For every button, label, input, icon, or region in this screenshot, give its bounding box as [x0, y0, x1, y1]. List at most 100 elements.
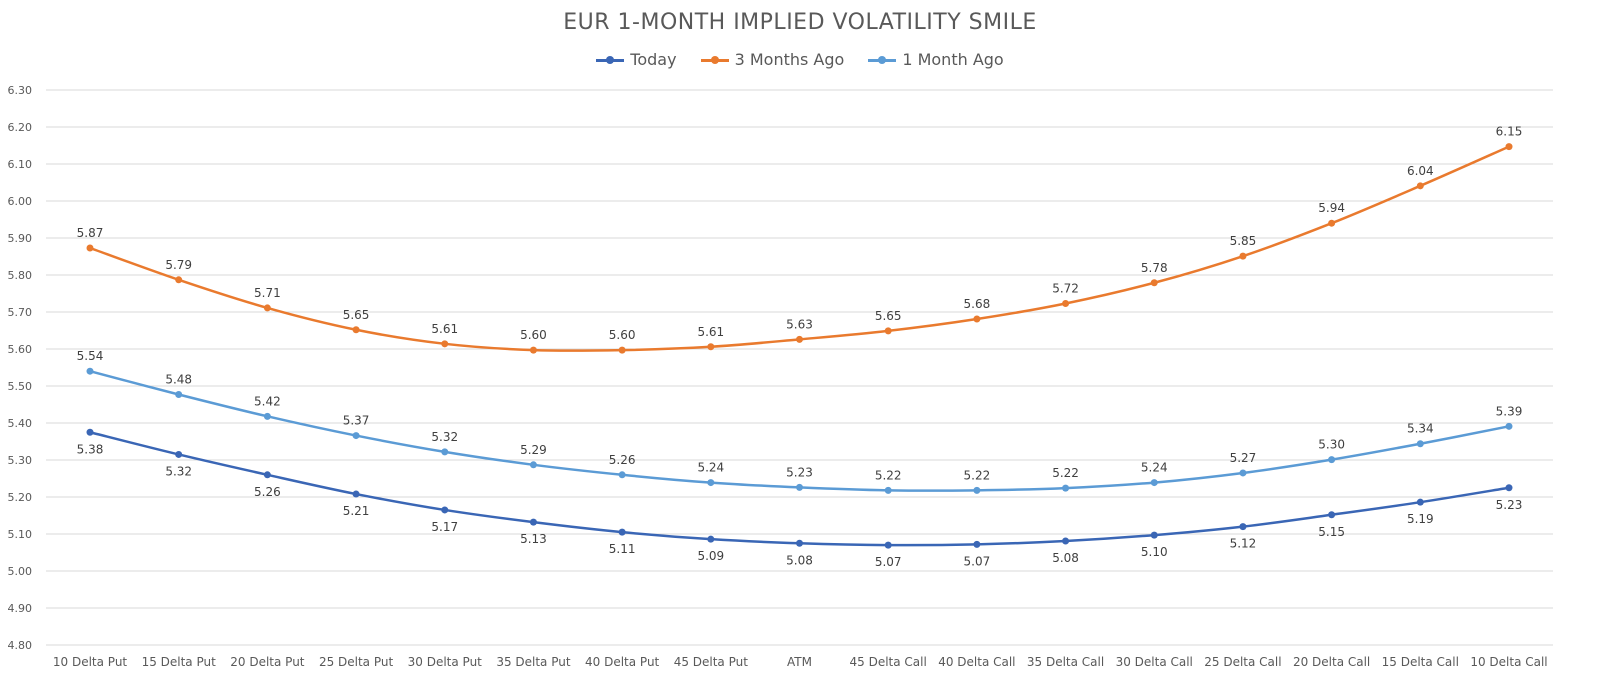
data-label: 5.17: [431, 520, 458, 534]
data-point: [175, 450, 183, 458]
y-tick-label: 5.50: [8, 380, 33, 393]
data-label: 5.21: [343, 504, 370, 518]
data-label: 5.22: [964, 468, 991, 482]
data-label: 5.37: [343, 414, 370, 428]
data-label: 5.24: [697, 461, 724, 475]
data-point: [86, 367, 94, 375]
legend-swatch-1-month-ago: [868, 54, 897, 66]
data-label: 5.23: [786, 465, 813, 479]
data-point: [1239, 469, 1247, 477]
data-point: [1062, 537, 1070, 545]
data-point: [884, 486, 892, 494]
data-point: [796, 539, 803, 547]
y-tick-label: 5.80: [8, 269, 33, 282]
series-today: 5.38 5.32 5.26 5.21 5.17 5.13 5.11 5.09 5.08 5.07…: [77, 428, 1523, 569]
y-tick-label: 4.80: [8, 639, 33, 652]
data-point: [352, 326, 360, 334]
data-point: [529, 346, 537, 354]
legend-label-today: Today: [630, 50, 677, 69]
data-point: [1505, 422, 1513, 430]
y-tick-label: 6.20: [8, 121, 33, 134]
x-tick-label: 35 Delta Put: [496, 655, 571, 669]
data-point: [1328, 219, 1336, 227]
data-label: 5.08: [1052, 551, 1079, 565]
data-label: 5.72: [1052, 281, 1079, 295]
data-point: [618, 471, 626, 479]
legend-swatch-3-months-ago: [700, 54, 729, 66]
y-tick-label: 5.70: [8, 306, 33, 319]
data-label: 5.23: [1496, 498, 1523, 512]
x-tick-label: ATM: [787, 655, 812, 669]
x-tick-label: 15 Delta Call: [1382, 655, 1459, 669]
data-point: [1150, 531, 1158, 539]
data-point: [796, 483, 803, 491]
y-tick-label: 5.60: [8, 343, 33, 356]
data-label: 5.13: [520, 532, 547, 546]
data-label: 5.60: [609, 328, 636, 342]
x-tick-label: 10 Delta Put: [53, 655, 128, 669]
gridlines: [46, 89, 1553, 646]
data-label: 5.61: [697, 325, 724, 339]
data-label: 5.22: [1052, 466, 1079, 480]
data-label: 5.30: [1318, 438, 1345, 452]
legend-item-1-month-ago[interactable]: 1 Month Ago: [868, 50, 1004, 69]
series-3-months-ago: 5.87 5.79 5.71 5.65 5.61 5.60 5.60 5.61 5.63 5.65…: [77, 125, 1522, 354]
data-point: [618, 346, 626, 354]
x-tick-label: 25 Delta Put: [319, 655, 394, 669]
data-point: [973, 486, 981, 494]
y-axis-ticks: 6.30 6.20 6.10 6.00 5.90 5.80 5.70 5.60 5.50 5.40…: [8, 84, 33, 652]
x-axis-ticks: 10 Delta Put 15 Delta Put 20 Delta Put 25 D…: [53, 655, 1548, 669]
x-tick-label: 10 Delta Call: [1470, 655, 1547, 669]
x-tick-label: 20 Delta Call: [1293, 655, 1370, 669]
x-tick-label: 40 Delta Call: [938, 655, 1015, 669]
data-point: [796, 335, 803, 343]
x-tick-label: 45 Delta Call: [850, 655, 927, 669]
data-label: 5.60: [520, 328, 547, 342]
data-point: [175, 391, 183, 399]
data-point: [441, 448, 449, 456]
x-tick-label: 30 Delta Put: [408, 655, 483, 669]
legend-item-today[interactable]: Today: [596, 50, 677, 69]
y-tick-label: 5.30: [8, 454, 33, 467]
data-label: 5.07: [964, 554, 991, 568]
x-tick-label: 30 Delta Call: [1116, 655, 1193, 669]
y-tick-label: 5.10: [8, 528, 33, 541]
data-point: [707, 479, 715, 487]
data-label: 5.24: [1141, 461, 1168, 475]
y-tick-label: 5.20: [8, 491, 33, 504]
data-label: 5.26: [609, 453, 636, 467]
data-label: 5.61: [431, 322, 458, 336]
data-point: [1062, 484, 1070, 492]
data-point: [884, 541, 892, 549]
data-label: 5.26: [254, 485, 281, 499]
data-point: [86, 244, 94, 252]
y-tick-label: 6.00: [8, 195, 33, 208]
data-label: 5.68: [964, 297, 991, 311]
legend-label-1-month-ago: 1 Month Ago: [902, 50, 1004, 69]
data-point: [1328, 456, 1336, 464]
data-point: [973, 540, 981, 548]
x-tick-label: 25 Delta Call: [1204, 655, 1281, 669]
data-point: [707, 535, 715, 543]
data-point: [1328, 511, 1336, 519]
series-1-month-ago: 5.54 5.48 5.42 5.37 5.32 5.29 5.26 5.24 5.23 5.22…: [77, 349, 1522, 494]
data-point: [1150, 479, 1158, 487]
data-label: 5.65: [343, 308, 370, 322]
data-label: 5.09: [697, 549, 724, 563]
data-label: 5.32: [165, 464, 192, 478]
data-label: 5.94: [1318, 201, 1345, 215]
y-tick-label: 5.40: [8, 417, 33, 430]
data-point: [263, 412, 271, 420]
data-label: 5.79: [165, 258, 192, 272]
data-label: 5.11: [609, 542, 636, 556]
data-point: [1416, 440, 1424, 448]
legend-item-3-months-ago[interactable]: 3 Months Ago: [700, 50, 844, 69]
y-tick-label: 5.90: [8, 232, 33, 245]
data-label: 5.29: [520, 443, 547, 457]
x-tick-label: 20 Delta Put: [230, 655, 305, 669]
data-point: [529, 518, 537, 526]
data-label: 5.71: [254, 286, 281, 300]
data-point: [1505, 143, 1513, 151]
legend: Today 3 Months Ago 1 Month Ago: [0, 50, 1600, 69]
